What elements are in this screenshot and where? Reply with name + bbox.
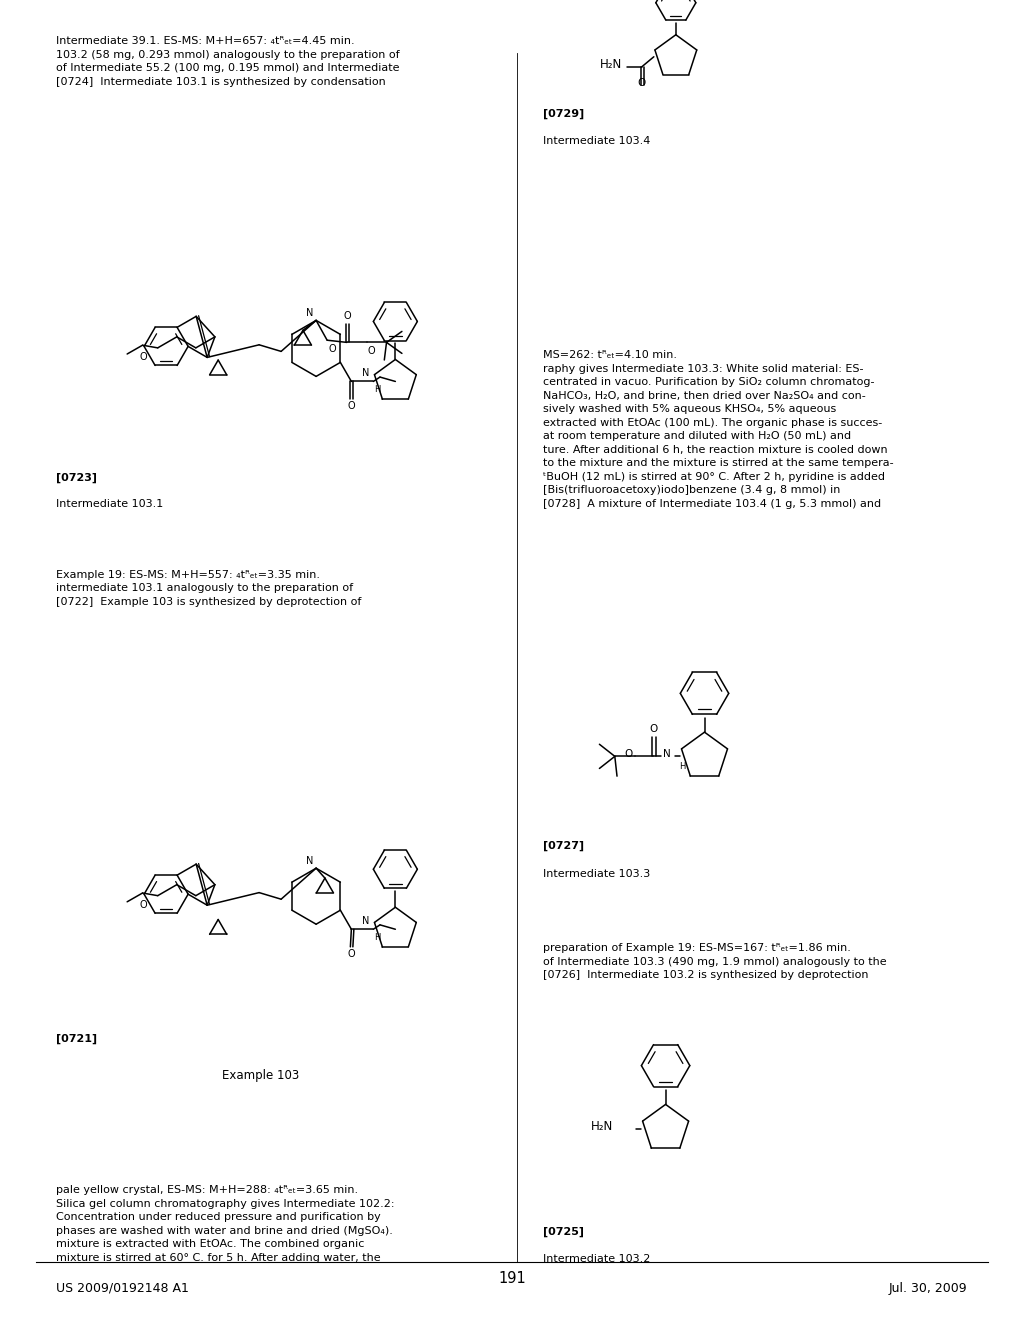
Text: Concentration under reduced pressure and purification by: Concentration under reduced pressure and… bbox=[56, 1212, 381, 1222]
Text: US 2009/0192148 A1: US 2009/0192148 A1 bbox=[56, 1282, 189, 1295]
Text: O: O bbox=[347, 949, 355, 958]
Text: [0725]: [0725] bbox=[543, 1226, 584, 1237]
Text: intermediate 103.1 analogously to the preparation of: intermediate 103.1 analogously to the pr… bbox=[56, 583, 353, 593]
Text: of Intermediate 55.2 (100 mg, 0.195 mmol) and Intermediate: of Intermediate 55.2 (100 mg, 0.195 mmol… bbox=[56, 63, 399, 73]
Text: to the mixture and the mixture is stirred at the same tempera-: to the mixture and the mixture is stirre… bbox=[543, 458, 893, 469]
Text: Intermediate 39.1. ES-MS: M+H=657: ₄tᴿₑₜ=4.45 min.: Intermediate 39.1. ES-MS: M+H=657: ₄tᴿₑₜ… bbox=[56, 36, 355, 46]
Text: Silica gel column chromatography gives Intermediate 102.2:: Silica gel column chromatography gives I… bbox=[56, 1199, 395, 1209]
Text: H: H bbox=[679, 763, 686, 771]
Text: mixture is stirred at 60° C. for 5 h. After adding water, the: mixture is stirred at 60° C. for 5 h. Af… bbox=[56, 1253, 381, 1263]
Text: [0728]  A mixture of Intermediate 103.4 (1 g, 5.3 mmol) and: [0728] A mixture of Intermediate 103.4 (… bbox=[543, 499, 881, 510]
Text: H: H bbox=[375, 385, 381, 395]
Text: O: O bbox=[368, 346, 376, 356]
Text: O: O bbox=[328, 345, 336, 354]
Text: extracted with EtOAc (100 mL). The organic phase is succes-: extracted with EtOAc (100 mL). The organ… bbox=[543, 418, 882, 428]
Text: H₂N: H₂N bbox=[600, 58, 622, 71]
Text: [0726]  Intermediate 103.2 is synthesized by deprotection: [0726] Intermediate 103.2 is synthesized… bbox=[543, 970, 868, 981]
Text: [0722]  Example 103 is synthesized by deprotection of: [0722] Example 103 is synthesized by dep… bbox=[56, 597, 361, 607]
Text: [0729]: [0729] bbox=[543, 108, 584, 119]
Text: Intermediate 103.2: Intermediate 103.2 bbox=[543, 1254, 650, 1265]
Text: H: H bbox=[375, 933, 381, 942]
Text: preparation of Example 19: ES-MS=167: ⁣tᴿₑₜ=1.86 min.: preparation of Example 19: ES-MS=167: ⁣t… bbox=[543, 944, 851, 953]
Text: H₂N: H₂N bbox=[591, 1121, 613, 1133]
Text: O: O bbox=[347, 401, 355, 411]
Text: Example 103: Example 103 bbox=[222, 1069, 300, 1082]
Text: phases are washed with water and brine and dried (MgSO₄).: phases are washed with water and brine a… bbox=[56, 1226, 393, 1236]
Text: 191: 191 bbox=[498, 1271, 526, 1286]
Text: O: O bbox=[139, 352, 147, 362]
Text: ᵗBuOH (12 mL) is stirred at 90° C. After 2 h, pyridine is added: ᵗBuOH (12 mL) is stirred at 90° C. After… bbox=[543, 473, 885, 482]
Text: O: O bbox=[649, 723, 657, 734]
Text: N: N bbox=[362, 368, 370, 379]
Text: Intermediate 103.4: Intermediate 103.4 bbox=[543, 136, 650, 147]
Text: O: O bbox=[343, 310, 351, 321]
Text: [0721]: [0721] bbox=[56, 1034, 97, 1044]
Text: ture. After additional 6 h, the reaction mixture is cooled down: ture. After additional 6 h, the reaction… bbox=[543, 445, 888, 455]
Text: N: N bbox=[663, 750, 671, 759]
Text: centrated in vacuo. Purification by SiO₂ column chromatog-: centrated in vacuo. Purification by SiO₂… bbox=[543, 378, 874, 388]
Text: 103.2 (58 mg, 0.293 mmol) analogously to the preparation of: 103.2 (58 mg, 0.293 mmol) analogously to… bbox=[56, 50, 400, 59]
Text: Jul. 30, 2009: Jul. 30, 2009 bbox=[889, 1282, 968, 1295]
Text: [Bis(trifluoroacetoxy)iodo]benzene (3.4 g, 8 mmol) in: [Bis(trifluoroacetoxy)iodo]benzene (3.4 … bbox=[543, 486, 840, 495]
Text: [0723]: [0723] bbox=[56, 473, 97, 483]
Text: N: N bbox=[306, 309, 313, 318]
Text: N: N bbox=[362, 916, 370, 927]
Text: sively washed with 5% aqueous KHSO₄, 5% aqueous: sively washed with 5% aqueous KHSO₄, 5% … bbox=[543, 404, 836, 414]
Text: Example 19: ES-MS: M+H=557: ₄tᴿₑₜ=3.35 min.: Example 19: ES-MS: M+H=557: ₄tᴿₑₜ=3.35 m… bbox=[56, 570, 321, 579]
Text: at room temperature and diluted with H₂O (50 mL) and: at room temperature and diluted with H₂O… bbox=[543, 432, 851, 441]
Text: raphy gives Intermediate 103.3: White solid material: ES-: raphy gives Intermediate 103.3: White so… bbox=[543, 364, 863, 374]
Text: O: O bbox=[638, 78, 646, 87]
Text: O: O bbox=[625, 750, 633, 759]
Text: N: N bbox=[306, 857, 313, 866]
Text: O: O bbox=[139, 900, 147, 909]
Text: mixture is extracted with EtOAc. The combined organic: mixture is extracted with EtOAc. The com… bbox=[56, 1239, 365, 1249]
Text: [0724]  Intermediate 103.1 is synthesized by condensation: [0724] Intermediate 103.1 is synthesized… bbox=[56, 77, 386, 87]
Text: of Intermediate 103.3 (490 mg, 1.9 mmol) analogously to the: of Intermediate 103.3 (490 mg, 1.9 mmol)… bbox=[543, 957, 887, 966]
Text: MS=262: ⁣tᴿₑₜ=4.10 min.: MS=262: ⁣tᴿₑₜ=4.10 min. bbox=[543, 351, 677, 360]
Text: Intermediate 103.1: Intermediate 103.1 bbox=[56, 499, 164, 510]
Text: [0727]: [0727] bbox=[543, 841, 584, 851]
Text: Intermediate 103.3: Intermediate 103.3 bbox=[543, 869, 650, 879]
Text: NaHCO₃, H₂O, and brine, then dried over Na₂SO₄ and con-: NaHCO₃, H₂O, and brine, then dried over … bbox=[543, 391, 865, 401]
Text: pale yellow crystal, ES-MS: M+H=288: ₄tᴿₑₜ=3.65 min.: pale yellow crystal, ES-MS: M+H=288: ₄tᴿ… bbox=[56, 1185, 358, 1195]
